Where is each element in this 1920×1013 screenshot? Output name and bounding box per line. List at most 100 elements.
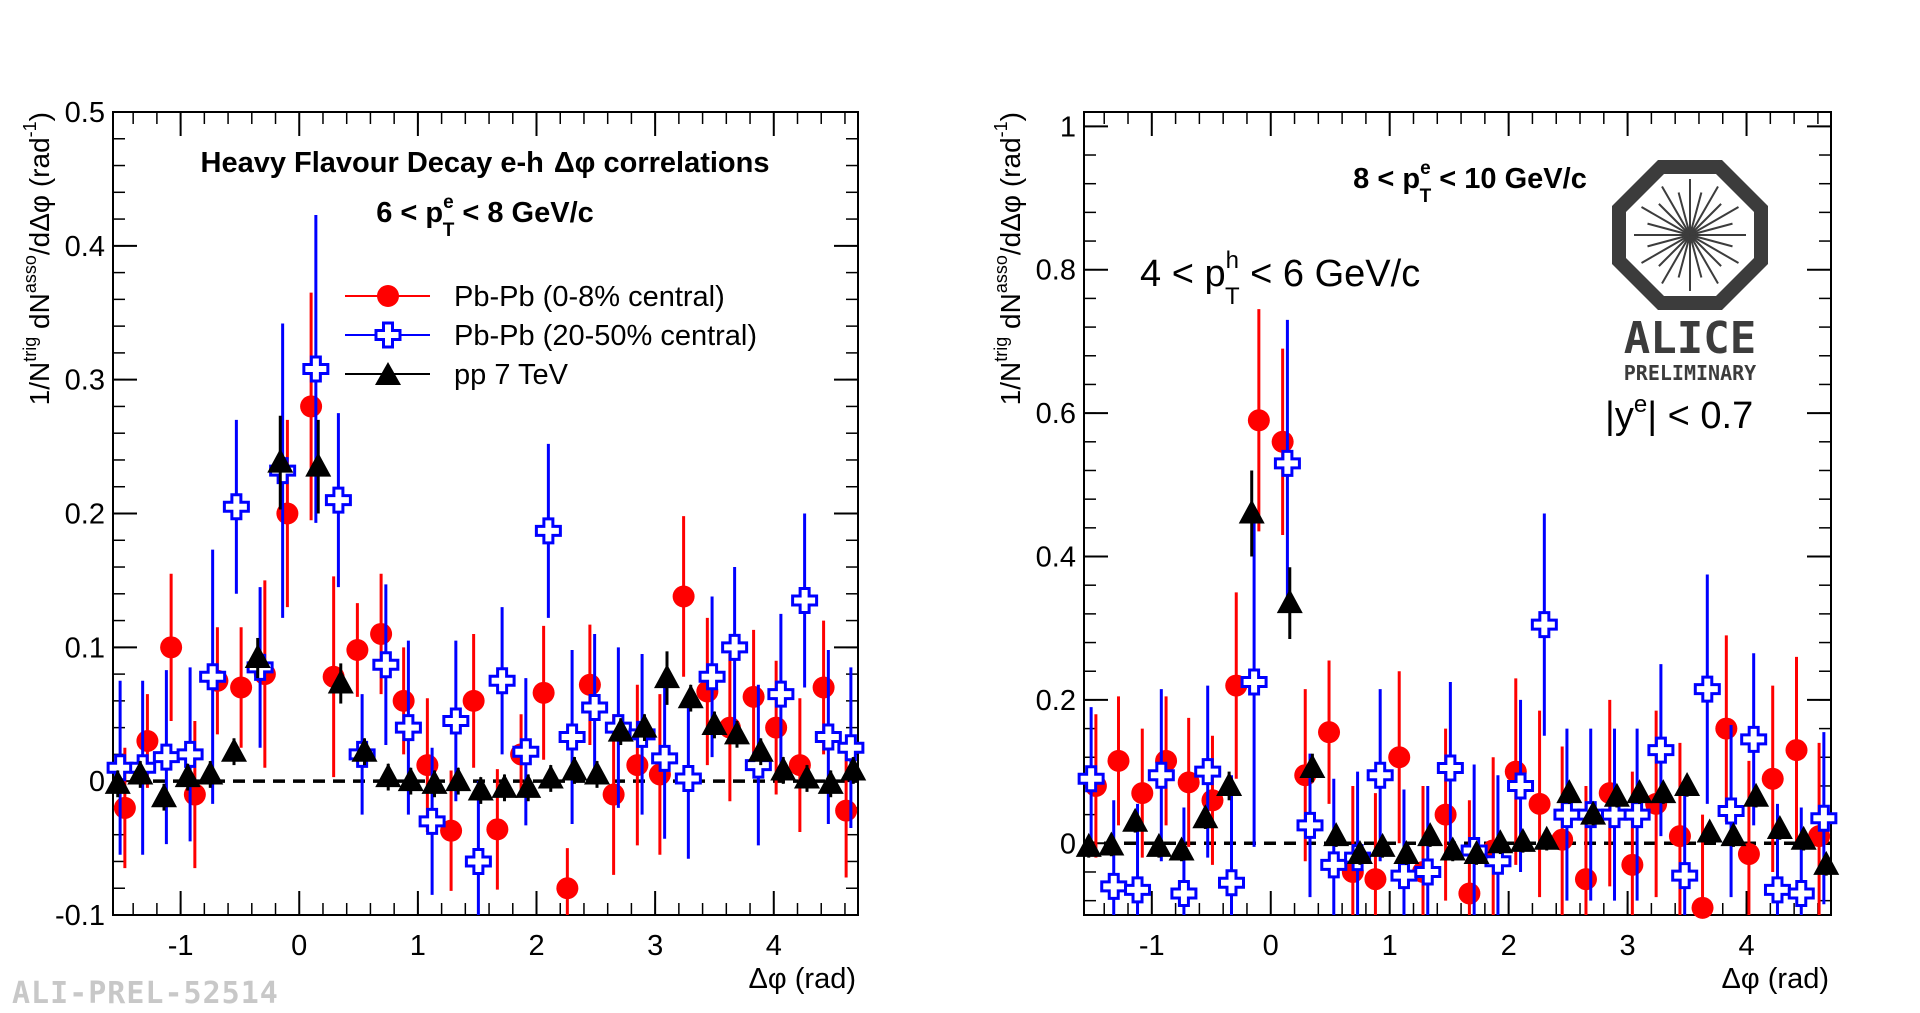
x-tick-label: -1 xyxy=(168,930,194,962)
data-point-circle xyxy=(1528,792,1551,815)
x-tick-label: 0 xyxy=(1263,930,1279,962)
data-point-circle xyxy=(300,395,323,418)
data-point-triangle xyxy=(584,760,611,785)
data-point-triangle xyxy=(1299,754,1326,779)
y-tick-label: -0.1 xyxy=(55,900,105,932)
data-point-circle xyxy=(1388,746,1411,769)
data-point-cross xyxy=(222,493,250,521)
data-point-triangle xyxy=(1192,804,1219,829)
data-point-triangle xyxy=(1650,779,1677,804)
data-point-circle xyxy=(602,783,625,806)
data-point-triangle xyxy=(1674,771,1701,796)
data-point-triangle xyxy=(701,710,728,735)
data-point-cross xyxy=(534,517,562,545)
data-point-triangle xyxy=(174,763,201,788)
alice-logo-ray xyxy=(1661,234,1691,284)
legend-label-0: Pb-Pb (0-8% central) xyxy=(454,281,725,313)
data-point-triangle xyxy=(467,776,494,801)
x-tick-label: 2 xyxy=(528,930,544,962)
data-point-circle xyxy=(1131,782,1154,805)
data-point-triangle xyxy=(151,783,178,808)
data-point-triangle xyxy=(397,767,424,792)
data-point-cross xyxy=(1390,862,1418,890)
data-point-triangle xyxy=(1075,832,1102,857)
data-point-triangle xyxy=(1533,825,1560,850)
alice-logo-ray xyxy=(1689,234,1722,267)
data-point-circle xyxy=(486,818,509,841)
alice-logo-ray xyxy=(1647,234,1691,248)
data-point-cross xyxy=(1170,879,1198,907)
data-point-triangle xyxy=(1216,771,1243,796)
y-tick-label: 0.1 xyxy=(65,632,105,664)
data-point-triangle xyxy=(127,760,154,785)
data-point-cross xyxy=(1507,772,1535,800)
legend-marker-triangle xyxy=(375,362,401,385)
y-tick-label: 0.5 xyxy=(65,97,105,129)
legend-marker-cross xyxy=(374,321,402,349)
data-point-triangle xyxy=(770,756,797,781)
data-point-circle xyxy=(1621,853,1644,876)
left-title: Heavy Flavour Decay e-h Δφ correlations xyxy=(201,147,770,179)
data-point-triangle xyxy=(104,769,131,794)
data-point-triangle xyxy=(1122,807,1149,832)
data-point-circle xyxy=(1574,868,1597,891)
data-point-cross xyxy=(302,355,330,383)
data-point-cross xyxy=(152,743,180,771)
alice-logo-ray xyxy=(1689,234,1703,278)
data-point-circle xyxy=(672,585,695,608)
y-tick-label: 0.2 xyxy=(65,499,105,531)
data-point-circle xyxy=(578,673,601,696)
left-panel: -1 0 1 2 3 4 -0.1 0 0.1 0.2 0.3 0.4 0.5 Heavy Flavou… xyxy=(20,97,867,995)
data-point-circle xyxy=(113,796,136,819)
alice-logo-ray xyxy=(1677,234,1691,278)
data-point-cross xyxy=(1194,758,1222,786)
data-point-circle xyxy=(765,716,788,739)
legend-label-2: pp 7 TeV xyxy=(454,359,569,391)
data-point-circle xyxy=(1107,749,1130,772)
data-point-cross xyxy=(1124,876,1152,904)
data-point-triangle xyxy=(1145,832,1172,857)
data-point-triangle xyxy=(515,773,542,798)
right-eta: |ye| < 0.7 xyxy=(1605,391,1753,437)
y-tick-label: 0 xyxy=(89,766,105,798)
data-point-circle xyxy=(1715,717,1738,740)
alice-logo-ray xyxy=(1677,192,1691,236)
data-point-triangle xyxy=(1463,840,1490,865)
x-tick-label: 4 xyxy=(766,930,782,962)
data-point-cross xyxy=(1296,811,1324,839)
data-point-circle xyxy=(556,877,579,900)
data-point-cross xyxy=(791,586,819,614)
data-point-circle xyxy=(462,689,485,712)
data-point-triangle xyxy=(221,737,248,762)
data-point-cross xyxy=(767,680,795,708)
y-tick-label: 0.4 xyxy=(65,231,105,263)
data-point-cross xyxy=(1740,725,1768,753)
data-point-cross xyxy=(1671,862,1699,890)
data-point-triangle xyxy=(1743,782,1770,807)
data-point-triangle xyxy=(840,756,867,781)
alice-logo-ray xyxy=(1689,222,1733,236)
data-point-triangle xyxy=(561,756,588,781)
data-point-triangle xyxy=(817,769,844,794)
data-point-triangle xyxy=(1346,840,1373,865)
data-point-cross xyxy=(1810,804,1838,832)
data-point-cross xyxy=(1601,801,1629,829)
data-point-cross xyxy=(1147,761,1175,789)
alice-logo-ray xyxy=(1658,203,1691,236)
data-point-circle xyxy=(136,730,159,753)
data-point-triangle xyxy=(1417,822,1444,847)
data-point-cross xyxy=(581,694,609,722)
y-tick-label: 1 xyxy=(1060,111,1076,143)
data-point-triangle xyxy=(197,760,224,785)
data-point-circle xyxy=(1247,409,1270,432)
alice-logo-ray xyxy=(1641,234,1691,264)
legend-item-pbpb-central: Pb-Pb (0-8% central) xyxy=(345,281,725,313)
data-point-cross xyxy=(698,663,726,691)
y-tick-label: 0.3 xyxy=(65,365,105,397)
watermark: ALI-PREL-52514 xyxy=(12,976,279,1011)
data-point-triangle xyxy=(1439,836,1466,861)
data-point-triangle xyxy=(1766,814,1793,839)
data-point-cross xyxy=(464,847,492,875)
data-point-circle xyxy=(1737,843,1760,866)
